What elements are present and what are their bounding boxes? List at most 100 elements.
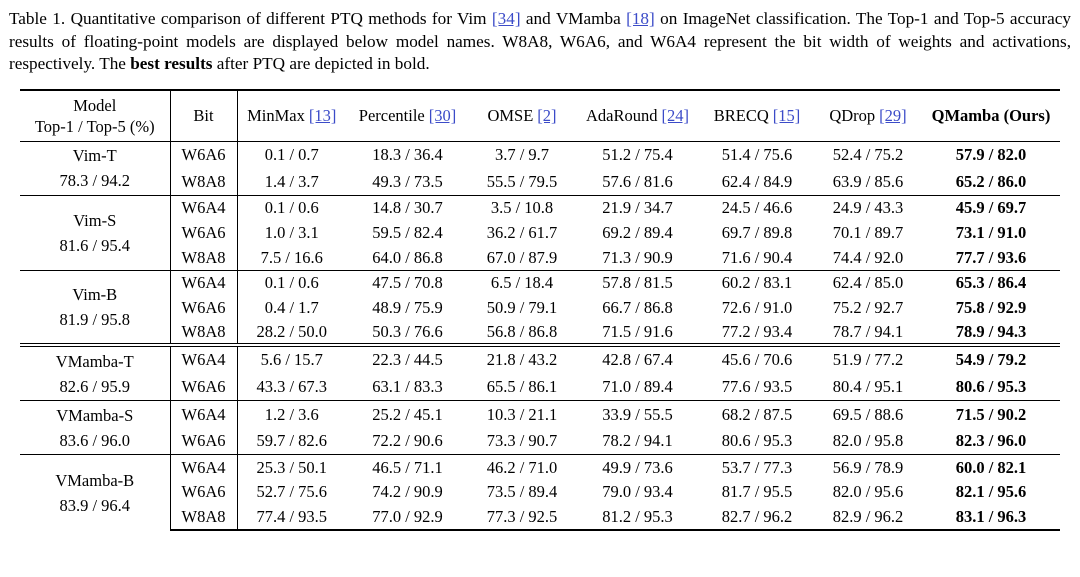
value-cell: 65.5 / 86.1 xyxy=(486,376,558,396)
citation-link-13[interactable]: [13] xyxy=(308,106,337,126)
header-method-percentile: Percentile [30] xyxy=(346,88,469,142)
value-cell: 25.3 / 50.1 xyxy=(237,454,346,480)
value-cell: 48.9 / 75.9 xyxy=(372,297,443,317)
results-table: Model Top-1 / Top-5 (%) Bit MinMax [13] P… xyxy=(20,88,1060,531)
value-cell: 80.6 / 95.3 xyxy=(721,431,793,451)
model-fp-accuracy: 81.6 / 95.4 xyxy=(59,235,131,255)
value-cell: 64.0 / 86.8 xyxy=(372,247,443,267)
value-cell: 56.8 / 86.8 xyxy=(486,321,558,341)
value-cell: 68.2 / 87.5 xyxy=(700,400,814,428)
value-cell: 42.8 / 67.4 xyxy=(575,343,700,374)
bit-cell: W6A4 xyxy=(170,269,238,296)
citation-link-15[interactable]: [15] xyxy=(772,106,801,126)
table-row: Vim-B 81.9 / 95.8 W6A4 0.1 / 0.6 47.5 / … xyxy=(20,269,1060,346)
header-method-brecq: BRECQ [15] xyxy=(700,88,814,142)
value-cell: 53.7 / 77.3 xyxy=(700,454,814,480)
value-cell: 0.1 / 0.7 xyxy=(264,145,319,164)
value-cell: 63.1 / 83.3 xyxy=(372,376,443,396)
value-cell: 7.5 / 16.6 xyxy=(260,247,323,267)
value-cell: 59.5 / 82.4 xyxy=(372,222,443,242)
value-cell: 82.0 / 95.6 xyxy=(832,482,904,502)
ours-value-cell: 73.1 / 91.0 xyxy=(955,222,1027,242)
value-cell: 33.9 / 55.5 xyxy=(575,400,700,428)
value-cell: 80.4 / 95.1 xyxy=(832,376,904,396)
value-cell: 82.9 / 96.2 xyxy=(814,504,922,531)
bit-cell: W6A6 xyxy=(169,373,238,401)
value-cell: 62.4 / 85.0 xyxy=(814,269,922,296)
table-row: W6A6 0.4 / 1.7 48.9 / 75.9 50.9 / 79.1 6… xyxy=(20,295,1060,321)
value-cell: 72.6 / 91.0 xyxy=(721,297,793,317)
model-fp-accuracy: 83.6 / 96.0 xyxy=(59,430,131,450)
value-cell: 63.9 / 85.6 xyxy=(832,171,904,191)
value-cell: 71.0 / 89.4 xyxy=(602,376,673,396)
ours-value-cell: 83.1 / 96.3 xyxy=(922,504,1060,531)
ours-value-cell: 80.6 / 95.3 xyxy=(955,376,1027,396)
value-cell: 49.3 / 73.5 xyxy=(372,171,443,191)
ours-value-cell: 54.9 / 79.2 xyxy=(922,343,1060,374)
method-name: Percentile xyxy=(358,106,425,126)
value-cell: 49.9 / 73.6 xyxy=(575,454,700,480)
value-cell: 78.2 / 94.1 xyxy=(602,431,673,451)
method-name: MinMax xyxy=(247,106,305,126)
value-cell: 73.3 / 90.7 xyxy=(486,431,558,451)
table-row: W8A8 28.2 / 50.0 50.3 / 76.6 56.8 / 86.8… xyxy=(20,320,1060,346)
value-cell: 51.2 / 75.4 xyxy=(602,145,673,164)
value-cell: 70.1 / 89.7 xyxy=(832,222,904,242)
value-cell: 3.5 / 10.8 xyxy=(469,194,575,221)
value-cell: 24.9 / 43.3 xyxy=(814,194,922,221)
bit-cell: W8A8 xyxy=(169,320,238,346)
bit-cell: W6A6 xyxy=(169,220,238,246)
value-cell: 21.9 / 34.7 xyxy=(575,194,700,221)
value-cell: 69.2 / 89.4 xyxy=(602,222,673,242)
value-cell: 66.7 / 86.8 xyxy=(602,297,673,317)
citation-link-30[interactable]: [30] xyxy=(428,106,457,126)
bit-cell: W6A4 xyxy=(170,194,238,221)
value-cell: 24.5 / 46.6 xyxy=(700,194,814,221)
table-row: W6A6 59.7 / 82.6 72.2 / 90.6 73.3 / 90.7… xyxy=(20,427,1060,455)
model-cell-vim-t: Vim-T 78.3 / 94.2 xyxy=(20,141,171,196)
value-cell: 67.0 / 87.9 xyxy=(486,247,558,267)
caption-text-3: on ImageNet classification. The Top-1 an… xyxy=(9,9,1071,74)
value-cell: 56.9 / 78.9 xyxy=(814,454,922,480)
value-cell: 0.4 / 1.7 xyxy=(264,297,319,317)
caption-bold-text: best results xyxy=(130,54,213,74)
value-cell: 50.9 / 79.1 xyxy=(486,297,558,317)
value-cell: 0.1 / 0.6 xyxy=(237,194,346,221)
model-name: VMamba-B xyxy=(55,470,135,490)
citation-link-34[interactable]: [34] xyxy=(491,9,521,28)
table-row: VMamba-S 83.6 / 96.0 W6A4 1.2 / 3.6 25.2… xyxy=(20,400,1060,455)
value-cell: 18.3 / 36.4 xyxy=(372,145,443,164)
citation-link-18[interactable]: [18] xyxy=(626,9,655,28)
value-cell: 47.5 / 70.8 xyxy=(346,269,469,296)
value-cell: 43.3 / 67.3 xyxy=(256,376,328,396)
value-cell: 22.3 / 44.5 xyxy=(346,343,469,374)
value-cell: 51.9 / 77.2 xyxy=(814,343,922,374)
table-row: W8A8 1.4 / 3.7 49.3 / 73.5 55.5 / 79.5 5… xyxy=(20,168,1060,196)
ours-value-cell: 78.9 / 94.3 xyxy=(955,321,1027,341)
bit-cell: W6A4 xyxy=(170,343,238,374)
header-method-omse: OMSE [2] xyxy=(469,88,575,142)
value-cell: 81.2 / 95.3 xyxy=(575,504,700,531)
value-cell: 51.4 / 75.6 xyxy=(721,145,793,164)
value-cell: 82.0 / 95.8 xyxy=(832,431,904,451)
value-cell: 57.8 / 81.5 xyxy=(575,269,700,296)
ours-value-cell: 75.8 / 92.9 xyxy=(955,297,1027,317)
method-name: BRECQ xyxy=(713,106,769,126)
value-cell: 75.2 / 92.7 xyxy=(832,297,904,317)
model-cell-vmamba-s: VMamba-S 83.6 / 96.0 xyxy=(20,400,171,455)
model-fp-accuracy: 83.9 / 96.4 xyxy=(59,495,131,515)
value-cell: 10.3 / 21.1 xyxy=(469,400,575,428)
model-fp-accuracy: 82.6 / 95.9 xyxy=(59,376,131,396)
value-cell: 77.4 / 93.5 xyxy=(237,504,346,531)
citation-link-29[interactable]: [29] xyxy=(879,106,907,126)
value-cell: 78.7 / 94.1 xyxy=(832,321,904,341)
table-caption: Table 1. Quantitative comparison of diff… xyxy=(9,8,1071,76)
value-cell: 3.7 / 9.7 xyxy=(494,145,550,164)
ours-value-cell: 65.2 / 86.0 xyxy=(955,171,1027,191)
value-cell: 36.2 / 61.7 xyxy=(486,222,558,242)
citation-link-24[interactable]: [24] xyxy=(661,106,690,126)
results-table-container: Model Top-1 / Top-5 (%) Bit MinMax [13] P… xyxy=(20,88,1060,531)
citation-link-2[interactable]: [2] xyxy=(537,106,557,126)
value-cell: 77.2 / 93.4 xyxy=(721,321,793,341)
value-cell: 5.6 / 15.7 xyxy=(237,343,346,374)
